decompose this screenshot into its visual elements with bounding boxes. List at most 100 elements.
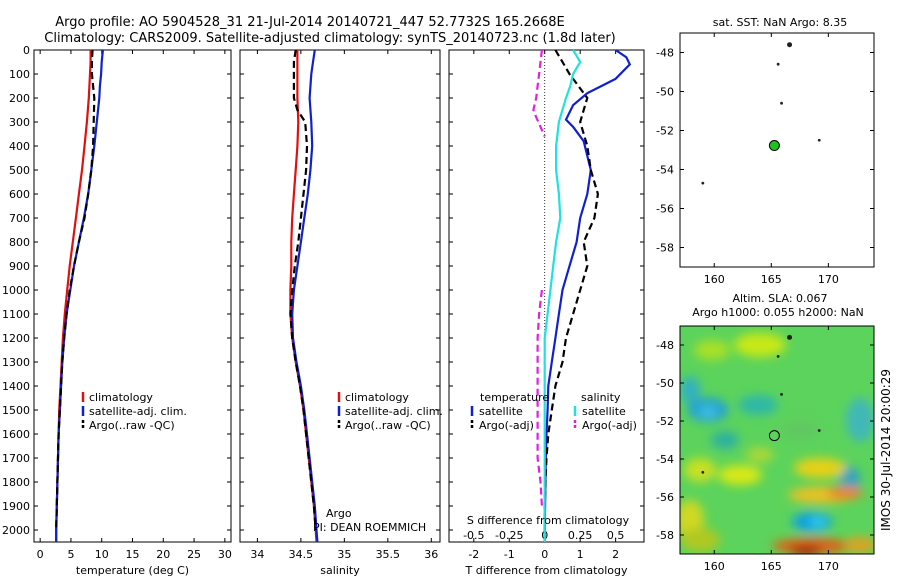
x-tick-label: 35.5 xyxy=(376,548,401,561)
series-argo-raw-qc- xyxy=(55,49,96,531)
y-tick-label: 100 xyxy=(9,68,30,81)
y-tick-label: -52 xyxy=(656,415,674,428)
x-tick-label: 160 xyxy=(704,273,725,286)
y-tick-label: -56 xyxy=(656,203,674,216)
y-tick-label: 1600 xyxy=(2,428,30,441)
sla-blob xyxy=(790,546,822,554)
y-tick-label: 700 xyxy=(9,212,30,225)
x-tick-label: 20 xyxy=(156,548,170,561)
y-tick-label: -58 xyxy=(656,242,674,255)
y-tick-label: -56 xyxy=(656,491,674,504)
legend-label: Argo(..raw -QC) xyxy=(345,419,431,432)
x-tick-label: 36 xyxy=(424,548,438,561)
x-axis-label: salinity xyxy=(320,564,360,577)
y-tick-label: 900 xyxy=(9,260,30,273)
island-mark xyxy=(701,470,705,474)
sla-blob xyxy=(711,431,739,449)
series-salinity-argo-adj- xyxy=(532,49,546,137)
sla-map-title-2: Argo h1000: 0.055 h2000: NaN xyxy=(692,306,864,319)
x-tick-label: 10 xyxy=(95,548,109,561)
y-tick-label: -50 xyxy=(656,86,674,99)
sla-blob xyxy=(810,517,826,527)
sla-blob xyxy=(680,376,700,404)
sla-blob xyxy=(827,487,863,499)
sst-map-panel: -48 -50 -52 -54 -56 -58 160 165 170 xyxy=(656,32,875,286)
y-tick-label: 1000 xyxy=(2,284,30,297)
x-tick-label: 5 xyxy=(67,548,74,561)
x-tick-label: 0 xyxy=(541,548,548,561)
x-axis-label: temperature (deg C) xyxy=(76,564,189,577)
sla-blob xyxy=(844,537,874,553)
y-tick-label: 1100 xyxy=(2,308,30,321)
sla-map-title-1: Altim. SLA: 0.067 xyxy=(732,292,827,305)
y-tick-label: 500 xyxy=(9,164,30,177)
y-tick-label: 0 xyxy=(23,44,30,57)
legend-label: climatology xyxy=(345,391,409,404)
sla-blob xyxy=(780,420,820,440)
x-tick-label: 170 xyxy=(818,273,839,286)
legend-title-salinity: salinity xyxy=(581,391,621,404)
x-tick-label: 35 xyxy=(337,548,351,561)
sla-blob xyxy=(698,406,718,418)
salinity-panel: 34 34.5 35 35.5 36 salinity climatologysatelli… xyxy=(239,49,443,577)
plot-frame xyxy=(239,49,441,543)
island-mark xyxy=(780,393,783,396)
y-tick-label: 1500 xyxy=(2,404,30,417)
y-tick-label: 1400 xyxy=(2,380,30,393)
y-tick-label: 1300 xyxy=(2,356,30,369)
x-top-tick-label: 0.5 xyxy=(607,529,625,542)
y-tick-label: 400 xyxy=(9,140,30,153)
island-mark xyxy=(776,62,780,66)
x-tick-label: 25 xyxy=(187,548,201,561)
y-tick-label: -58 xyxy=(656,529,674,542)
y-tick-label: 2000 xyxy=(2,524,30,537)
float-position-marker xyxy=(768,140,780,152)
pi-annotation: PI: DEAN ROEMMICH xyxy=(313,521,426,534)
island-mark xyxy=(787,334,793,340)
title-line-1: Argo profile: AO 5904528_31 21-Jul-2014 … xyxy=(55,15,565,30)
x-tick-label: 30 xyxy=(218,548,232,561)
x-tick-label: 2 xyxy=(612,548,619,561)
y-tick-label: -50 xyxy=(656,377,674,390)
series-argo-raw-qc- xyxy=(289,49,317,531)
island-mark xyxy=(787,42,793,48)
y-tick-label: 800 xyxy=(9,236,30,249)
title-line-2: Climatology: CARS2009. Satellite-adjuste… xyxy=(44,31,616,46)
y-tick-label: -54 xyxy=(656,164,674,177)
legend-label: Argo(..raw -QC) xyxy=(89,419,175,432)
island-mark xyxy=(817,429,821,432)
sst-map-title: sat. SST: NaN Argo: 8.35 xyxy=(713,16,847,29)
y-tick-label: -52 xyxy=(656,125,674,138)
x-tick-label: 160 xyxy=(704,560,725,573)
legend-label: satellite xyxy=(479,405,523,418)
float-position-marker xyxy=(768,430,780,442)
s-diff-label: S difference from climatology xyxy=(467,514,630,527)
legend-label: Argo(-adj) xyxy=(479,419,534,432)
x-tick-label: 170 xyxy=(818,560,839,573)
island-mark xyxy=(776,355,780,358)
y-tick-label: 1200 xyxy=(2,332,30,345)
series-salinity-argo-adj-deep xyxy=(536,289,543,507)
legend-label: satellite-adj. clim. xyxy=(89,405,187,418)
legend-label: satellite-adj. clim. xyxy=(345,405,443,418)
x-axis-label: T difference from climatology xyxy=(465,564,628,577)
sla-blob xyxy=(694,340,730,360)
side-timestamp: IMOS 30-Jul-2014 20:00:29 xyxy=(879,369,893,531)
legend-label: climatology xyxy=(89,391,153,404)
y-tick-label: 200 xyxy=(9,92,30,105)
temperature-panel: 0100200300400500600700800900100011001200… xyxy=(2,44,232,577)
x-tick-label: 15 xyxy=(126,548,140,561)
sla-blob xyxy=(794,458,846,478)
x-top-tick-label: -0.25 xyxy=(495,529,523,542)
x-tick-label: 34.5 xyxy=(289,548,314,561)
sla-field xyxy=(680,333,874,554)
sla-blob xyxy=(734,333,786,357)
sla-map-panel: -48 -50 -52 -54 -56 -58 160 165 170 xyxy=(656,325,875,573)
y-tick-label: 300 xyxy=(9,116,30,129)
sla-blob xyxy=(738,395,778,415)
island-mark xyxy=(701,181,705,185)
y-tick-label: -54 xyxy=(656,453,674,466)
x-tick-label: -2 xyxy=(468,548,479,561)
sla-blob xyxy=(718,465,762,485)
